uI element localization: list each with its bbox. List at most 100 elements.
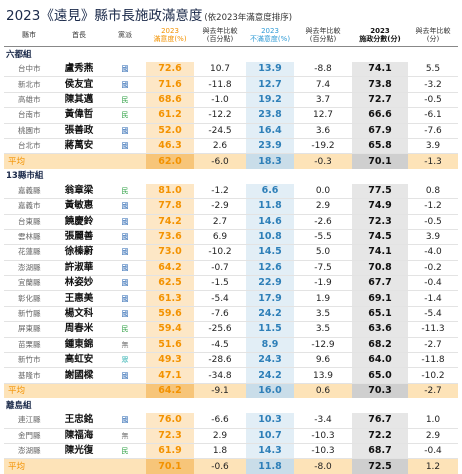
mayor-cell: 盧秀燕: [54, 62, 104, 78]
title-subtitle: (依2023年滿意度排序): [204, 13, 293, 23]
average-satisfaction: 70.1: [146, 458, 194, 474]
city-cell: 台東縣: [4, 214, 54, 230]
city-cell: 新北市: [4, 76, 54, 93]
dissatisfaction-diff-cell: -7.5: [294, 260, 352, 277]
satisfaction-diff-cell: -0.7: [194, 260, 246, 277]
city-cell: 嘉義市: [4, 198, 54, 215]
dissatisfaction-cell: 14.6: [246, 214, 294, 230]
score-diff-cell: -4.0: [408, 244, 458, 261]
score-diff-cell: -7.6: [408, 123, 458, 139]
mayor-cell: 王惠美: [54, 290, 104, 307]
dissatisfaction-diff-cell: 3.7: [294, 92, 352, 109]
mayor-cell: 王忠銘: [54, 413, 104, 429]
satisfaction-cell: 73.6: [146, 229, 194, 246]
satisfaction-cell: 59.6: [146, 306, 194, 323]
dissatisfaction-cell: 19.2: [246, 92, 294, 109]
mayor-cell: 黃偉哲: [54, 107, 104, 124]
satisfaction-cell: 73.0: [146, 244, 194, 261]
score-cell: 65.1: [352, 306, 408, 323]
table-row: 台東縣 饒慶鈴國 74.2 2.7 14.6 -2.6 72.3 -0.5: [4, 214, 458, 230]
party-cell: 無: [104, 337, 146, 354]
satisfaction-diff-cell: -34.8: [194, 367, 246, 384]
satisfaction-cell: 64.2: [146, 260, 194, 277]
city-cell: 澎湖縣: [4, 260, 54, 277]
table-row: 桃園市 張善政國 52.0 -24.5 16.4 3.6 67.9 -7.6: [4, 123, 458, 139]
satisfaction-diff-cell: -6.6: [194, 413, 246, 429]
score-cell: 67.9: [352, 123, 408, 139]
satisfaction-diff-cell: 1.8: [194, 443, 246, 460]
dissatisfaction-diff-cell: -8.8: [294, 62, 352, 78]
score-cell: 65.0: [352, 367, 408, 384]
party-cell: 民: [104, 321, 146, 338]
city-cell: 彰化縣: [4, 290, 54, 307]
city-cell: 屏東縣: [4, 321, 54, 338]
dissatisfaction-cell: 16.4: [246, 123, 294, 139]
dissatisfaction-cell: 23.8: [246, 107, 294, 124]
satisfaction-cell: 71.6: [146, 76, 194, 93]
satisfaction-cell: 68.6: [146, 92, 194, 109]
score-diff-cell: -11.3: [408, 321, 458, 338]
dissatisfaction-cell: 14.5: [246, 244, 294, 261]
score-diff-cell: 3.9: [408, 229, 458, 246]
city-cell: 台南市: [4, 107, 54, 124]
dissatisfaction-diff-cell: -12.9: [294, 337, 352, 354]
score-cell: 69.1: [352, 290, 408, 307]
city-cell: 基隆市: [4, 367, 54, 384]
satisfaction-cell: 59.4: [146, 321, 194, 338]
score-cell: 65.8: [352, 138, 408, 155]
dissatisfaction-cell: 6.6: [246, 183, 294, 200]
party-cell: 國: [104, 306, 146, 323]
party-cell: 國: [104, 290, 146, 307]
score-diff-cell: 5.5: [408, 62, 458, 78]
score-diff-cell: 1.0: [408, 413, 458, 429]
score-diff-cell: -1.4: [408, 290, 458, 307]
mayor-cell: 周春米: [54, 321, 104, 338]
score-diff-cell: 2.9: [408, 428, 458, 444]
score-diff-cell: -0.5: [408, 92, 458, 109]
party-cell: 國: [104, 62, 146, 78]
average-label: 平均: [4, 383, 146, 399]
satisfaction-diff-cell: -11.8: [194, 76, 246, 93]
mayor-cell: 饒慶鈴: [54, 214, 104, 230]
party-cell: 民: [104, 107, 146, 124]
party-cell: 眾: [104, 352, 146, 369]
average-score-diff: -2.7: [408, 383, 458, 399]
average-score: 72.5: [352, 458, 408, 474]
city-cell: 花蓮縣: [4, 244, 54, 261]
city-cell: 台中市: [4, 62, 54, 78]
score-cell: 70.8: [352, 260, 408, 277]
table-row: 雲林縣 張麗善國 73.6 6.9 10.8 -5.5 74.5 3.9: [4, 229, 458, 246]
dissatisfaction-cell: 14.3: [246, 443, 294, 460]
satisfaction-diff-cell: -5.4: [194, 290, 246, 307]
party-cell: 國: [104, 76, 146, 93]
satisfaction-diff-cell: -12.2: [194, 107, 246, 124]
header-dissatisfaction: 2023 不滿意度(%): [246, 24, 294, 47]
score-diff-cell: -0.5: [408, 214, 458, 230]
dissatisfaction-diff-cell: 0.0: [294, 183, 352, 200]
average-label: 平均: [4, 153, 146, 169]
dissatisfaction-diff-cell: -10.3: [294, 443, 352, 460]
party-cell: 國: [104, 260, 146, 277]
score-cell: 63.6: [352, 321, 408, 338]
dissatisfaction-cell: 24.2: [246, 306, 294, 323]
average-dissatisfaction-diff: -8.0: [294, 458, 352, 474]
page-title: 2023《遠見》縣市長施政滿意度 (依2023年滿意度排序): [6, 4, 292, 24]
mayor-cell: 徐榛蔚: [54, 244, 104, 261]
dissatisfaction-diff-cell: 2.9: [294, 198, 352, 215]
table-row: 金門縣 陳福海無 72.3 2.9 10.7 -10.3 72.2 2.9: [4, 428, 458, 444]
party-cell: 民: [104, 183, 146, 200]
table-row: 新北市 侯友宜國 71.6 -11.8 12.7 7.4 73.8 -3.2: [4, 76, 458, 93]
dissatisfaction-diff-cell: -5.5: [294, 229, 352, 246]
city-cell: 宜蘭縣: [4, 275, 54, 292]
city-cell: 桃園市: [4, 123, 54, 139]
dissatisfaction-diff-cell: -10.3: [294, 428, 352, 444]
table-row: 連江縣 王忠銘國 76.0 -6.6 10.3 -3.4 76.7 1.0: [4, 413, 458, 429]
table-row: 屏東縣 周春米民 59.4 -25.6 11.5 3.5 63.6 -11.3: [4, 321, 458, 338]
satisfaction-cell: 61.2: [146, 107, 194, 124]
satisfaction-cell: 72.6: [146, 62, 194, 78]
score-cell: 73.8: [352, 76, 408, 93]
score-cell: 64.0: [352, 352, 408, 369]
dissatisfaction-cell: 24.2: [246, 367, 294, 384]
dissatisfaction-cell: 12.7: [246, 76, 294, 93]
